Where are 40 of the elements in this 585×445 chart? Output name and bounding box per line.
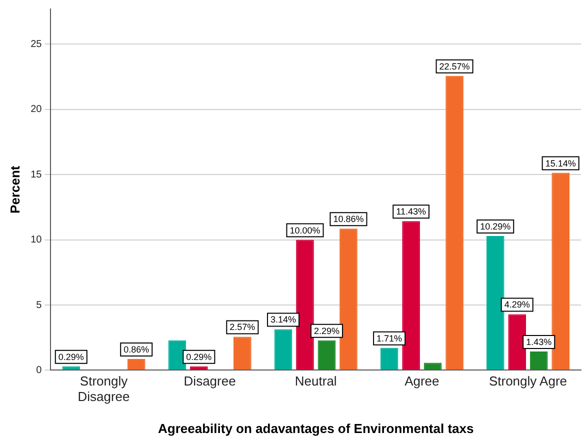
bar [340, 228, 358, 370]
bar [486, 236, 504, 370]
bar [296, 240, 314, 370]
y-tick-label: 25 [30, 38, 42, 50]
data-label: 3.14% [270, 314, 296, 325]
data-label: 4.29% [504, 300, 530, 310]
data-label: 0.29% [186, 352, 212, 362]
x-tick-label: Disagree [184, 374, 236, 389]
y-tick-label: 10 [30, 234, 42, 246]
bar [552, 172, 570, 370]
bar [274, 329, 292, 370]
y-tick-label: 5 [36, 300, 42, 311]
data-label: 1.43% [526, 337, 552, 348]
bar [402, 221, 420, 370]
data-label: 22.57% [439, 61, 470, 72]
x-tick-label: Strongly Disagree [78, 374, 130, 404]
x-tick-label: Agree [404, 374, 440, 389]
data-label: 0.86% [124, 344, 150, 354]
x-tick-label: Neutral [294, 374, 337, 389]
y-tick-label: 15 [30, 169, 42, 180]
y-axis-title: Percent [7, 165, 22, 214]
bar [380, 348, 398, 370]
data-label: 2.57% [230, 322, 256, 332]
bar [318, 340, 336, 370]
data-label: 1.71% [376, 333, 402, 344]
bar [446, 76, 464, 370]
data-label: 15.14% [545, 158, 576, 168]
x-tick-label: Strongly Agre [488, 374, 567, 389]
data-label: 10.29% [480, 222, 511, 232]
bar [424, 362, 442, 370]
bar [508, 314, 526, 370]
data-label: 11.43% [396, 206, 426, 217]
data-label: 10.00% [290, 225, 320, 236]
bar [234, 336, 252, 370]
data-label: 2.29% [314, 326, 340, 336]
data-label: 10.86% [333, 214, 364, 224]
data-label: 0.29% [58, 352, 84, 362]
y-tick-label: 0 [36, 364, 42, 376]
y-tick-label: 20 [30, 104, 42, 116]
x-axis-title: Agreeability on adavantages of Environmental taxs [158, 420, 474, 436]
